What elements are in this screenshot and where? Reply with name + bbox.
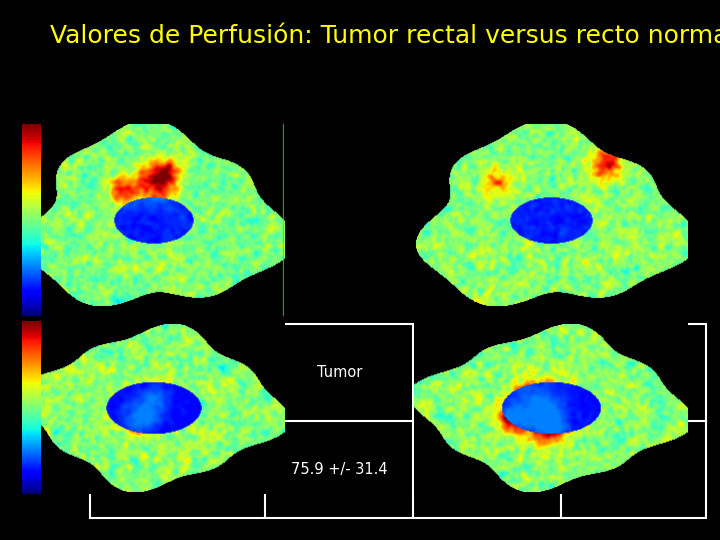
Text: Valores de Perfusión: Tumor rectal versus recto normal: Valores de Perfusión: Tumor rectal versu… (50, 24, 720, 48)
Text: P (Sig): P (Sig) (610, 365, 657, 380)
Text: Recto
normal: Recto normal (462, 356, 513, 389)
Text: 75.9 +/- 31.4: 75.9 +/- 31.4 (291, 462, 387, 477)
Text: 0,005: 0,005 (612, 462, 654, 477)
Text: 18.7 +/- 12.6: 18.7 +/- 12.6 (438, 462, 536, 477)
Bar (90, 324, 706, 518)
Text: Parametro
Perfusión: Parametro Perfusión (134, 356, 221, 389)
Text: Tumor: Tumor (317, 365, 362, 380)
Text: Flujo sang.
(ml/100g/min): Flujo sang. (ml/100g/min) (120, 454, 236, 486)
